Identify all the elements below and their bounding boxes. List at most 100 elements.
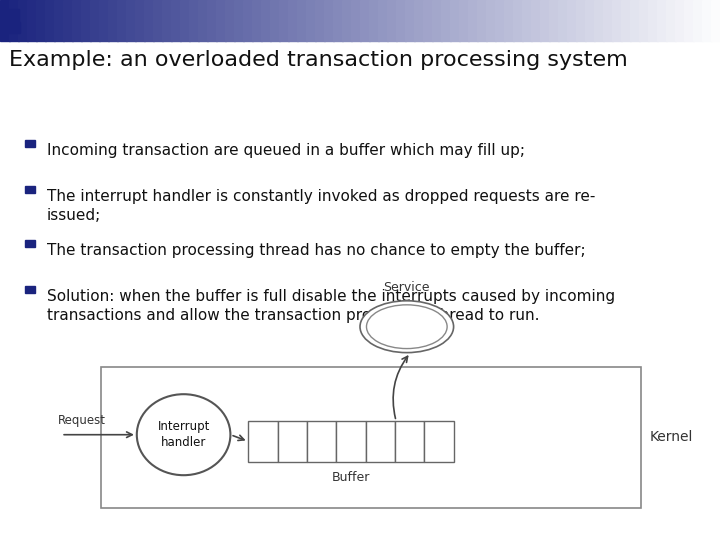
Bar <box>9 22 20 33</box>
Bar <box>369 0 379 40</box>
Text: Buffer: Buffer <box>332 471 370 484</box>
Bar <box>366 421 395 462</box>
Bar <box>666 0 677 40</box>
Bar <box>558 0 569 40</box>
Bar <box>2 22 8 33</box>
Bar <box>432 0 442 40</box>
Bar <box>336 421 366 462</box>
Bar <box>684 0 694 40</box>
Bar <box>424 421 454 462</box>
Text: Request: Request <box>58 414 106 427</box>
Bar <box>513 0 523 40</box>
Text: Kernel: Kernel <box>649 430 693 444</box>
Text: The interrupt handler is constantly invoked as dropped requests are re-
issued;: The interrupt handler is constantly invo… <box>47 189 595 223</box>
Bar <box>171 0 181 40</box>
Bar <box>81 0 91 40</box>
Bar <box>207 0 217 40</box>
Bar <box>306 0 317 40</box>
Bar <box>180 0 190 40</box>
Bar <box>567 0 577 40</box>
Bar <box>324 0 334 40</box>
Bar <box>279 0 289 40</box>
Bar <box>198 0 209 40</box>
Bar <box>594 0 604 40</box>
Bar <box>162 0 173 40</box>
Bar <box>612 0 622 40</box>
Bar <box>144 0 154 40</box>
Bar <box>135 0 145 40</box>
Bar <box>468 0 478 40</box>
Bar <box>4 9 19 24</box>
Bar <box>153 0 163 40</box>
Bar <box>25 240 35 247</box>
Bar <box>648 0 658 40</box>
Bar <box>621 0 631 40</box>
Text: Interrupt
handler: Interrupt handler <box>158 420 210 449</box>
Bar <box>261 0 271 40</box>
Bar <box>540 0 550 40</box>
Bar <box>342 0 353 40</box>
Bar <box>45 0 55 40</box>
Bar <box>9 0 19 40</box>
Bar <box>27 0 37 40</box>
Bar <box>504 0 514 40</box>
Ellipse shape <box>366 305 447 349</box>
Bar <box>333 0 343 40</box>
Bar <box>630 0 641 40</box>
Bar <box>18 0 29 40</box>
Bar <box>702 0 712 40</box>
Bar <box>216 0 226 40</box>
Text: Solution: when the buffer is full disable the interrupts caused by incoming
tran: Solution: when the buffer is full disabl… <box>47 289 615 323</box>
Bar <box>225 0 235 40</box>
Bar <box>531 0 541 40</box>
Bar <box>396 0 407 40</box>
Bar <box>278 421 307 462</box>
Bar <box>378 0 389 40</box>
Bar <box>423 0 433 40</box>
Bar <box>441 0 451 40</box>
Bar <box>405 0 415 40</box>
Bar <box>72 0 82 40</box>
Bar <box>0 0 11 40</box>
Bar <box>248 421 278 462</box>
Bar <box>288 0 299 40</box>
Bar <box>36 0 46 40</box>
Bar <box>126 0 137 40</box>
Bar <box>459 0 469 40</box>
Bar <box>495 0 505 40</box>
Bar <box>189 0 199 40</box>
Bar <box>639 0 649 40</box>
Bar <box>63 0 73 40</box>
Bar <box>576 0 586 40</box>
Bar <box>54 0 65 40</box>
Bar <box>414 0 424 40</box>
Bar <box>315 0 325 40</box>
Text: Incoming transaction are queued in a buffer which may fill up;: Incoming transaction are queued in a buf… <box>47 143 525 158</box>
Bar <box>657 0 667 40</box>
Bar <box>486 0 497 40</box>
Bar <box>25 286 35 293</box>
Bar <box>549 0 559 40</box>
Bar <box>252 0 262 40</box>
Ellipse shape <box>137 394 230 475</box>
Bar <box>450 0 461 40</box>
Bar <box>711 0 720 40</box>
Bar <box>395 421 424 462</box>
Bar <box>351 0 361 40</box>
Bar <box>243 0 253 40</box>
Bar <box>101 367 641 508</box>
Text: Service: Service <box>384 281 430 294</box>
Bar <box>108 0 119 40</box>
Bar <box>603 0 613 40</box>
Bar <box>522 0 532 40</box>
Bar <box>99 0 109 40</box>
Bar <box>25 186 35 193</box>
Bar <box>270 0 281 40</box>
Bar <box>25 140 35 147</box>
Text: The transaction processing thread has no chance to empty the buffer;: The transaction processing thread has no… <box>47 243 585 258</box>
Bar <box>693 0 703 40</box>
Bar <box>90 0 101 40</box>
Bar <box>585 0 595 40</box>
Bar <box>117 0 127 40</box>
Text: Example: an overloaded transaction processing system: Example: an overloaded transaction proce… <box>9 50 627 70</box>
